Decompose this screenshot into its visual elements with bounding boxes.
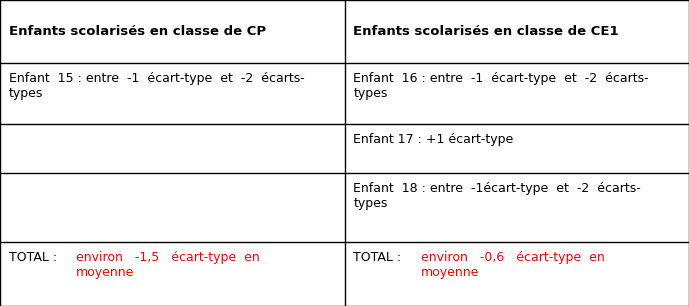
Text: Enfants scolarisés en classe de CP: Enfants scolarisés en classe de CP bbox=[9, 25, 266, 38]
Text: environ   -0,6   écart-type  en
moyenne: environ -0,6 écart-type en moyenne bbox=[421, 251, 604, 279]
Text: Enfants scolarisés en classe de CE1: Enfants scolarisés en classe de CE1 bbox=[353, 25, 619, 38]
Text: Enfant  15 : entre  -1  écart-type  et  -2  écarts-
types: Enfant 15 : entre -1 écart-type et -2 éc… bbox=[9, 72, 305, 100]
Text: Enfant  18 : entre  -1écart-type  et  -2  écarts-
types: Enfant 18 : entre -1écart-type et -2 éca… bbox=[353, 182, 641, 210]
Text: environ   -1,5   écart-type  en
moyenne: environ -1,5 écart-type en moyenne bbox=[76, 251, 260, 279]
Text: Enfant 17 : +1 écart-type: Enfant 17 : +1 écart-type bbox=[353, 133, 514, 146]
Text: TOTAL :: TOTAL : bbox=[353, 251, 406, 264]
Text: TOTAL :: TOTAL : bbox=[9, 251, 61, 264]
Text: Enfant  16 : entre  -1  écart-type  et  -2  écarts-
types: Enfant 16 : entre -1 écart-type et -2 éc… bbox=[353, 72, 649, 100]
